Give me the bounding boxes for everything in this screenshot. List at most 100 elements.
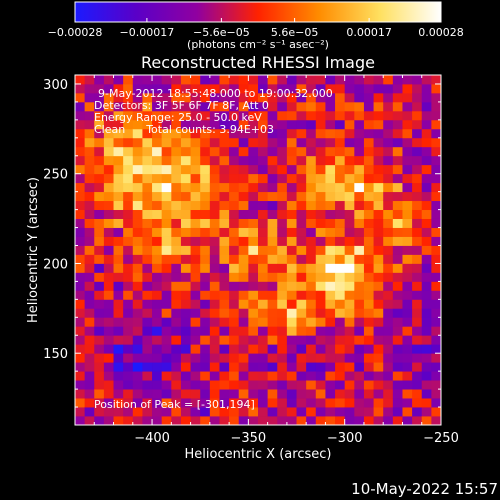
heatmap-cell [190,335,201,345]
heatmap-cell [103,326,114,336]
heatmap-cell [219,92,230,103]
heatmap-cell [152,407,163,417]
heatmap-cell [258,362,269,372]
heatmap-cell [431,227,442,237]
heatmap-cell [229,299,240,309]
x-axis-label: Heliocentric X (arcsec) [185,447,332,462]
heatmap-cell [123,83,134,94]
heatmap-cell [344,272,355,282]
heatmap-cell [402,92,413,103]
heatmap-cell [325,371,336,381]
heatmap-cell [142,254,153,264]
heatmap-cell [161,254,172,264]
heatmap-cell [354,218,365,228]
heatmap-cell [180,380,191,390]
heatmap-cell [248,263,259,273]
heatmap-cell [392,128,403,139]
heatmap-cell [296,83,307,94]
heatmap-cell [84,245,95,255]
heatmap-cell [190,119,201,130]
x-axis-ticks: −400 −350 −300 −250 [74,75,459,446]
heatmap-cell [363,182,374,193]
heatmap-cell [209,218,220,228]
heatmap-cell [383,83,394,94]
heatmap-cell [161,371,172,381]
colorbar-unit-label: (photons cm⁻² s⁻¹ asec⁻²) [187,38,329,51]
heatmap-cell [373,92,384,103]
heatmap-cell [152,245,163,255]
heatmap-cell [171,344,182,354]
heatmap-cell [373,380,384,390]
heatmap-cell [229,182,240,193]
heatmap-cell [354,83,365,94]
heatmap-cell [296,416,307,426]
heatmap-cell [180,137,191,148]
heatmap-cell [200,317,211,327]
heatmap-cell [325,164,336,175]
heatmap-cell [103,137,114,148]
heatmap-cell [325,263,336,273]
heatmap-cell [315,173,326,184]
heatmap-cell [344,362,355,372]
heatmap-cell [152,191,163,202]
heatmap-cell [200,92,211,103]
heatmap-cell [123,281,134,291]
heatmap-cell [209,227,220,237]
heatmap-cell [296,308,307,318]
heatmap-cell [248,119,259,130]
heatmap-cell [248,326,259,336]
heatmap-cell [258,407,269,417]
heatmap-cell [171,362,182,372]
heatmap-cell [219,182,230,193]
heatmap-cell [373,389,384,399]
heatmap-cell [200,75,211,85]
heatmap-cell [392,110,403,121]
heatmap-cell [209,155,220,166]
heatmap-cell [75,281,86,291]
heatmap-cell [258,281,269,291]
heatmap-cell [363,92,374,103]
heatmap-cell [412,119,423,130]
heatmap-cell [113,137,124,148]
heatmap-cell [354,407,365,417]
heatmap-cell [431,353,442,363]
heatmap-cell [402,326,413,336]
heatmap-cell [402,371,413,381]
heatmap-cell [123,326,134,336]
heatmap-cell [392,200,403,211]
heatmap-cell [431,155,442,166]
heatmap-cell [267,407,278,417]
heatmap-cell [248,137,259,148]
heatmap-cell [113,353,124,363]
heatmap-cell [335,92,346,103]
heatmap-cell [248,128,259,139]
heatmap-cell [267,371,278,381]
heatmap-cell [142,371,153,381]
heatmap-cell [161,326,172,336]
heatmap-cell [219,236,230,246]
heatmap-cell [180,335,191,345]
heatmap-cell [113,182,124,193]
heatmap-cell [431,308,442,318]
heatmap-cell [402,272,413,282]
heatmap-cell [258,236,269,246]
heatmap-cell [75,182,86,193]
heatmap-cell [286,344,297,354]
heatmap-cell [373,326,384,336]
heatmap-cell [373,191,384,202]
heatmap-cell [219,110,230,121]
heatmap-cell [180,272,191,282]
heatmap-cell [123,353,134,363]
heatmap-cell [363,128,374,139]
heatmap-cell [209,416,220,426]
heatmap-cell [190,245,201,255]
heatmap-cell [421,236,432,246]
heatmap-cell [363,353,374,363]
heatmap-cell [306,200,317,211]
heatmap-cell [267,227,278,237]
heatmap-cell [209,191,220,202]
heatmap-cell [161,137,172,148]
heatmap-cell [219,308,230,318]
heatmap-cell [103,173,114,184]
heatmap-cell [248,245,259,255]
